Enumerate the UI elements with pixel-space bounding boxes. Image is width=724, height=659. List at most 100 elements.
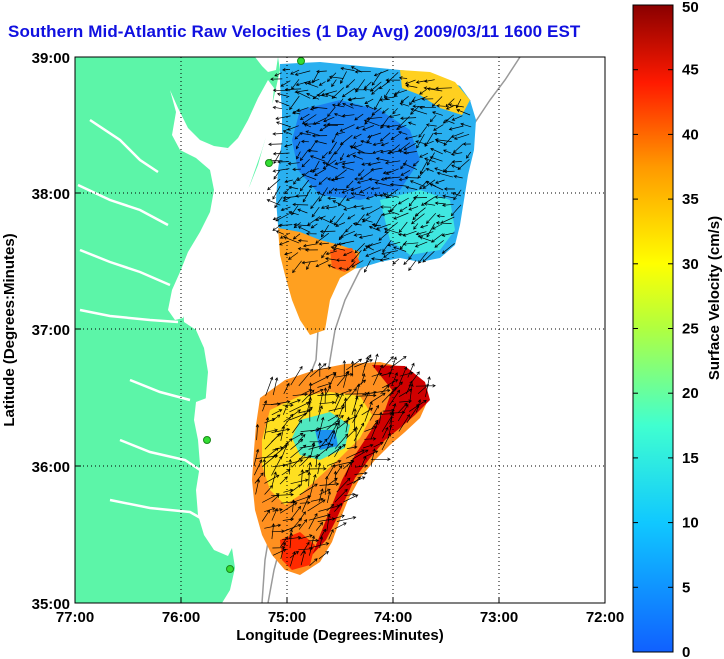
current-vector-arrow xyxy=(434,138,452,142)
current-vector-arrow xyxy=(282,535,302,541)
current-vector-arrow xyxy=(465,151,472,159)
current-vector-arrow xyxy=(335,222,346,228)
current-vector-arrow xyxy=(321,152,328,159)
current-vector-arrow xyxy=(346,358,363,371)
velocity-field-north xyxy=(276,62,476,335)
current-vector-arrow xyxy=(363,119,380,127)
current-vector-arrow xyxy=(346,180,354,189)
current-vector-arrow xyxy=(271,523,276,540)
current-vector-arrow xyxy=(349,102,363,108)
current-vector-arrow xyxy=(366,116,383,121)
current-vector-arrow xyxy=(402,162,418,170)
colorbar-tick-label: 40 xyxy=(682,126,699,143)
current-vector-arrow xyxy=(369,81,382,92)
current-vector-arrow xyxy=(346,445,358,449)
current-vector-arrow xyxy=(382,356,394,369)
current-vector-arrow xyxy=(354,243,365,254)
current-vector-arrow xyxy=(361,407,374,416)
current-vector-arrow xyxy=(266,199,281,206)
current-vector-arrow xyxy=(415,140,425,145)
current-vector-arrow xyxy=(289,551,296,567)
current-vector-arrow xyxy=(419,160,429,175)
current-vector-arrow xyxy=(327,514,345,521)
current-vector-arrow xyxy=(310,441,316,458)
current-vector-arrow xyxy=(397,403,409,422)
current-vector-arrow xyxy=(398,221,408,233)
current-vector-arrow xyxy=(412,104,425,109)
current-vector-arrow xyxy=(380,116,389,129)
current-vector-arrow xyxy=(292,419,303,434)
current-vector-arrow xyxy=(289,412,308,421)
current-vector-arrow xyxy=(371,372,383,377)
current-vector-arrow xyxy=(411,213,425,225)
current-vector-arrow xyxy=(293,177,299,185)
current-vector-arrow xyxy=(354,471,368,475)
current-vector-arrow xyxy=(325,250,338,256)
current-vector-arrow xyxy=(279,232,291,239)
current-vector-arrow xyxy=(326,503,335,512)
current-vector-arrow xyxy=(263,447,279,460)
current-vector-arrow xyxy=(334,394,340,404)
current-vector-arrow xyxy=(419,152,429,158)
current-vector-arrow xyxy=(343,459,355,470)
current-vector-arrow xyxy=(288,458,292,475)
current-vector-arrow xyxy=(340,71,347,84)
current-vector-arrow xyxy=(388,389,401,406)
current-vector-arrow xyxy=(448,125,464,131)
current-vector-arrow xyxy=(308,512,318,530)
current-vector-arrow xyxy=(327,419,340,440)
current-vector-arrow xyxy=(389,182,407,187)
current-vector-arrow xyxy=(350,66,363,73)
current-vector-arrow xyxy=(284,87,302,92)
current-vector-arrow xyxy=(272,377,279,396)
current-vector-arrow xyxy=(362,443,374,449)
current-vector-arrow xyxy=(321,90,337,97)
current-vector-arrow xyxy=(326,490,331,503)
current-vector-arrow xyxy=(385,189,399,199)
current-vector-arrow xyxy=(445,98,455,108)
current-vector-arrow xyxy=(343,370,349,388)
current-vector-arrow xyxy=(409,383,414,404)
current-vector-arrow xyxy=(451,115,463,121)
current-vector-arrow xyxy=(281,441,289,458)
current-vector-arrow xyxy=(324,475,329,495)
current-vector-arrow xyxy=(431,96,443,108)
current-vector-arrow xyxy=(310,223,318,229)
current-vector-arrow xyxy=(362,391,370,404)
current-vector-arrow xyxy=(271,409,283,416)
current-vector-arrow xyxy=(383,251,392,258)
current-vector-arrow xyxy=(324,257,337,261)
current-vector-arrow xyxy=(450,204,462,217)
current-vector-arrow xyxy=(429,183,444,191)
current-vector-arrow xyxy=(307,216,321,226)
current-vector-arrow xyxy=(337,240,355,246)
current-vector-arrow xyxy=(375,157,390,162)
current-vector-arrow xyxy=(341,161,355,166)
current-vector-arrow xyxy=(381,379,399,389)
current-vector-arrow xyxy=(310,497,324,502)
current-vector-arrow xyxy=(383,176,401,181)
current-vector-arrow xyxy=(262,458,267,477)
current-vector-arrow xyxy=(274,72,282,77)
current-vector-arrow xyxy=(287,161,300,166)
current-vector-arrow xyxy=(335,464,343,475)
y-tick-label: 37:00 xyxy=(32,322,70,339)
tick-marks xyxy=(74,56,606,604)
current-vector-arrow xyxy=(308,538,320,543)
current-vector-arrow xyxy=(299,131,311,136)
current-vector-arrow xyxy=(371,71,382,86)
current-vector-arrow xyxy=(321,224,329,238)
current-vector-arrow xyxy=(341,114,355,118)
current-vector-arrow xyxy=(279,240,290,246)
current-vector-arrow xyxy=(379,411,383,424)
x-tick-label: 75:00 xyxy=(268,609,306,626)
current-vector-arrow xyxy=(283,236,300,244)
map-title: Southern Mid-Atlantic Raw Velocities (1 … xyxy=(8,22,581,41)
current-vector-arrow xyxy=(365,249,382,257)
current-vector-arrow xyxy=(343,206,355,211)
current-vector-arrow xyxy=(381,386,397,403)
current-vector-arrow xyxy=(343,397,348,413)
current-vector-arrow xyxy=(272,215,282,221)
current-vector-arrow xyxy=(264,433,281,450)
